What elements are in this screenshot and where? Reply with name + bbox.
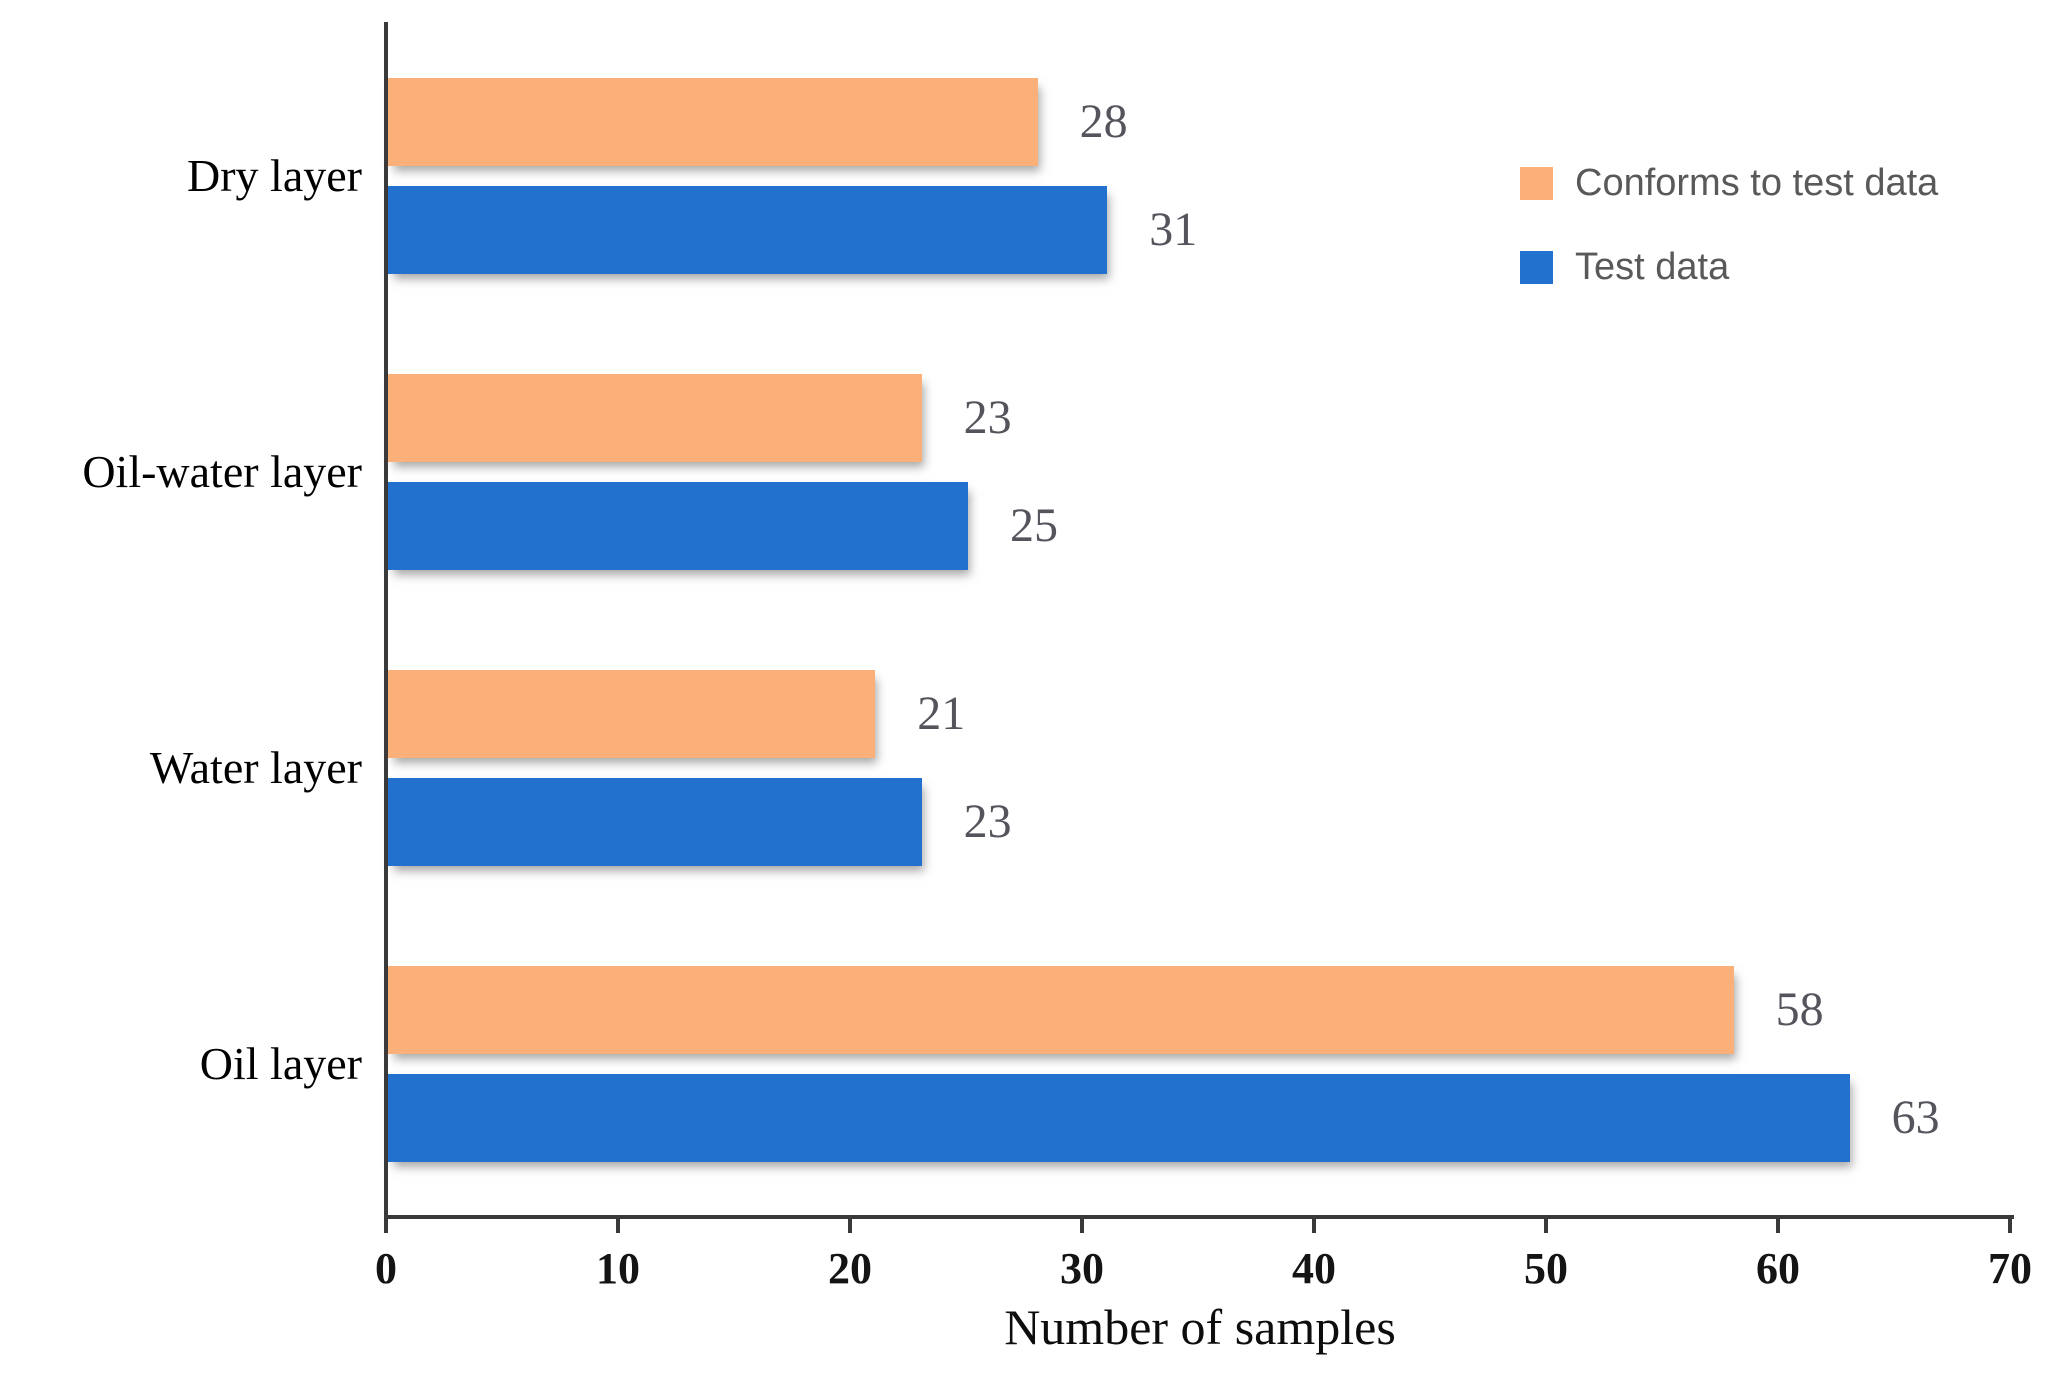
data-label: 21 [917,687,966,740]
x-axis-title: Number of samples [1004,1299,1396,1355]
x-tick-mark [616,1215,620,1233]
legend: Conforms to test data Test data [1520,162,1939,289]
data-label: 23 [963,391,1012,444]
bar-test [388,186,1108,274]
bar-test [388,778,922,866]
x-tick-label: 0 [375,1244,397,1293]
x-tick-mark [848,1215,852,1233]
bar-conforms [388,78,1038,166]
bar-conforms [388,966,1734,1054]
legend-label-test: Test data [1575,245,1730,288]
x-tick-label: 60 [1756,1244,1800,1293]
legend-label-conforms: Conforms to test data [1575,162,1939,204]
x-tick-label: 10 [596,1244,640,1293]
bar-conforms [388,670,876,758]
x-tick-label: 70 [1988,1244,2032,1293]
data-label: 58 [1775,983,1824,1036]
x-tick-label: 30 [1060,1244,1104,1293]
data-label: 28 [1079,95,1128,148]
bar-test [388,1074,1850,1162]
data-label: 31 [1149,203,1198,256]
legend-swatch-test [1520,251,1553,285]
x-tick-mark [384,1215,388,1233]
x-tick-mark [1776,1215,1780,1233]
x-tick-label: 50 [1524,1244,1568,1293]
x-tick-mark [1080,1215,1084,1233]
x-tick-mark [1312,1215,1316,1233]
category-label: Oil layer [199,1038,362,1089]
legend-item-test: Test data [1520,245,1938,289]
data-label: 63 [1891,1091,1940,1144]
category-label: Oil-water layer [82,446,362,497]
legend-swatch-conforms [1520,167,1553,201]
legend-item-conforms: Conforms to test data [1520,162,1939,205]
bar-conforms [388,374,922,462]
data-label: 25 [1010,499,1058,552]
x-axis-line [384,1215,2014,1219]
x-tick-label: 40 [1292,1244,1336,1293]
category-label: Dry layer [187,150,362,201]
bar-test [388,482,968,570]
category-label: Water layer [149,742,362,793]
x-tick-label: 20 [828,1244,872,1293]
data-label: 23 [963,795,1012,848]
y-axis-line [384,22,388,1233]
x-tick-mark [2008,1215,2012,1233]
x-tick-mark [1544,1215,1548,1233]
